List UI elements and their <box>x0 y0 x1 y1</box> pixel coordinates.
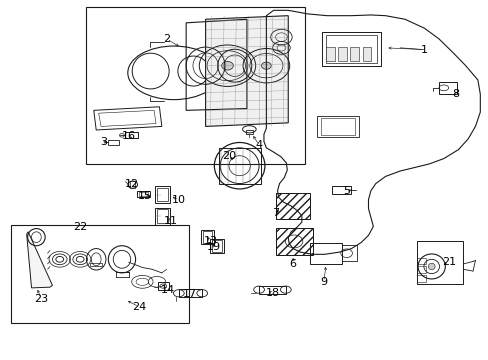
Text: 2: 2 <box>163 34 170 44</box>
Circle shape <box>221 62 233 70</box>
Bar <box>416 275 425 282</box>
Bar <box>157 209 167 223</box>
Bar <box>11 225 188 323</box>
Text: 11: 11 <box>163 216 177 226</box>
Text: 8: 8 <box>451 89 459 99</box>
Bar <box>138 192 148 196</box>
Polygon shape <box>27 232 52 288</box>
Bar <box>157 188 167 202</box>
Bar <box>219 148 260 184</box>
Text: 9: 9 <box>320 277 326 287</box>
Bar <box>158 282 168 290</box>
Bar <box>245 130 252 134</box>
Text: 22: 22 <box>73 222 87 232</box>
Text: 3: 3 <box>100 138 107 148</box>
Bar <box>276 228 312 255</box>
Circle shape <box>261 62 271 69</box>
Text: 17: 17 <box>183 289 197 298</box>
Bar <box>86 7 305 164</box>
Bar <box>212 240 222 252</box>
Ellipse shape <box>427 263 434 270</box>
Bar <box>201 230 214 244</box>
Text: 1: 1 <box>420 45 427 55</box>
Polygon shape <box>205 16 287 126</box>
Text: 13: 13 <box>203 236 217 246</box>
Bar <box>154 207 170 225</box>
Text: 10: 10 <box>171 195 185 204</box>
Text: 14: 14 <box>160 285 174 295</box>
Bar <box>202 231 212 243</box>
Text: 4: 4 <box>255 140 262 150</box>
Text: 24: 24 <box>132 302 146 312</box>
Bar <box>341 245 357 261</box>
Bar <box>154 186 170 203</box>
Bar <box>331 186 351 194</box>
Text: 5: 5 <box>343 186 349 196</box>
Bar <box>125 132 137 138</box>
Bar <box>325 35 376 63</box>
Bar <box>210 239 224 253</box>
Bar <box>276 193 309 219</box>
Bar <box>309 243 341 264</box>
Text: 12: 12 <box>124 179 139 189</box>
Bar <box>362 47 371 62</box>
Bar <box>259 286 285 294</box>
Bar <box>317 116 358 137</box>
Text: 16: 16 <box>122 131 136 141</box>
Bar <box>108 140 119 145</box>
Bar <box>179 289 202 297</box>
Text: 23: 23 <box>34 294 48 303</box>
Bar <box>338 47 346 62</box>
Bar <box>276 193 309 219</box>
Text: 6: 6 <box>289 259 296 269</box>
Bar <box>438 82 457 94</box>
Bar <box>322 32 380 66</box>
Bar <box>325 47 334 62</box>
Text: 15: 15 <box>138 192 151 202</box>
Bar <box>416 266 425 273</box>
Bar <box>320 118 355 135</box>
Text: 18: 18 <box>265 288 279 298</box>
Bar <box>350 47 359 62</box>
Bar <box>90 263 102 266</box>
Bar <box>136 191 150 197</box>
Text: 21: 21 <box>441 257 455 267</box>
Text: 7: 7 <box>272 208 279 218</box>
Bar <box>130 181 135 188</box>
Bar <box>276 228 312 255</box>
Bar <box>416 241 462 284</box>
Text: 19: 19 <box>206 242 221 252</box>
Text: 20: 20 <box>222 151 236 161</box>
Bar <box>416 257 425 264</box>
